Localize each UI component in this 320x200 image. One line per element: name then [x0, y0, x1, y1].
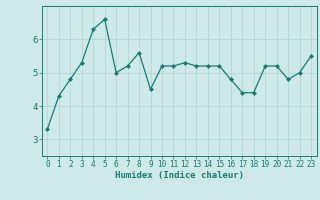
X-axis label: Humidex (Indice chaleur): Humidex (Indice chaleur) — [115, 171, 244, 180]
